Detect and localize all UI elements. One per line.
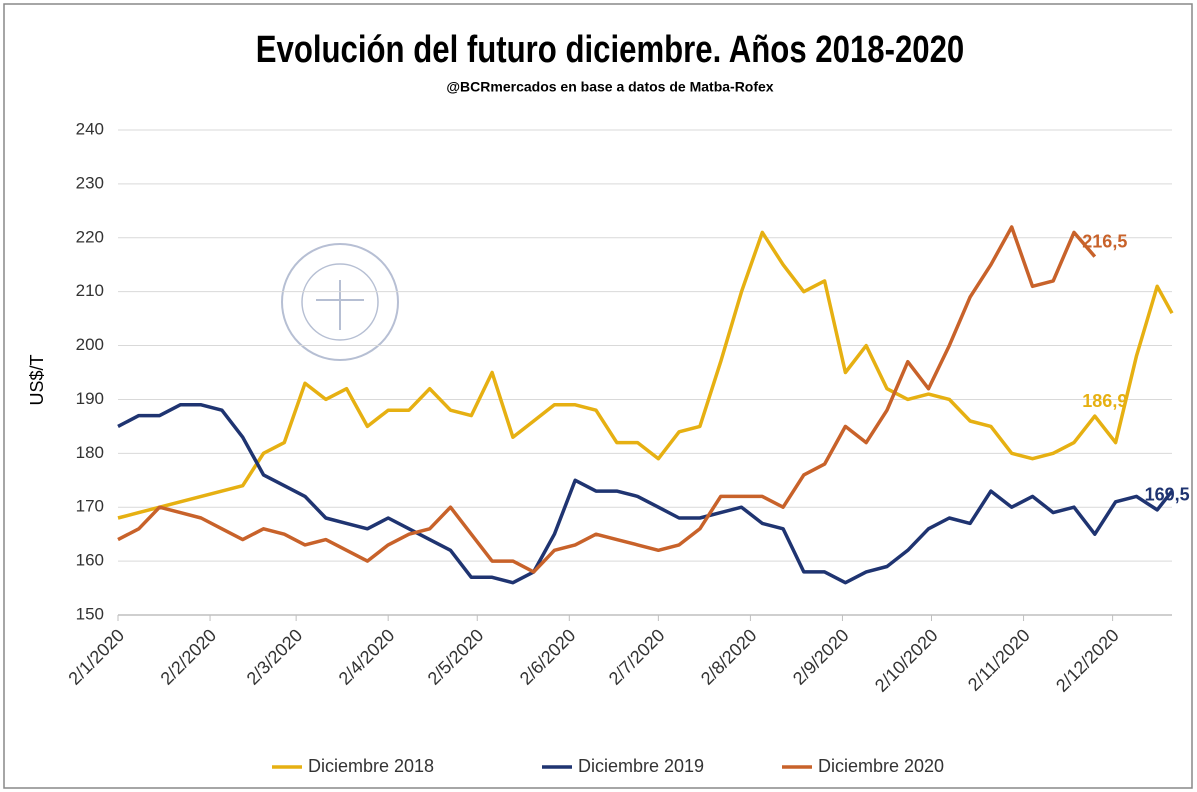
y-axis-label: US$/T <box>27 354 47 405</box>
line-series <box>117 225 1097 574</box>
y-tick-label: 230 <box>76 173 104 192</box>
legend-label: Diciembre 2020 <box>818 756 944 776</box>
line-series <box>117 230 1174 520</box>
y-tick-label: 160 <box>76 551 104 570</box>
y-tick-label: 170 <box>76 497 104 516</box>
y-tick-label: 210 <box>76 281 104 300</box>
logo <box>281 243 399 361</box>
y-tick-label: 190 <box>76 389 104 408</box>
legend-label: Diciembre 2018 <box>308 756 434 776</box>
y-tick-label: 200 <box>76 335 104 354</box>
data-label: 186,9 <box>1082 391 1127 411</box>
data-label: 169,5 <box>1145 485 1190 505</box>
data-label: 216,5 <box>1082 231 1127 251</box>
y-tick-label: 150 <box>76 604 104 623</box>
line-series <box>117 403 1174 585</box>
y-tick-label: 220 <box>76 227 104 246</box>
chart-title: Evolución del futuro diciembre. Años 201… <box>256 29 965 71</box>
frame <box>3 3 1193 789</box>
y-tick-label: 180 <box>76 443 104 462</box>
chart-subtitle: @BCRmercados en base a datos de Matba-Ro… <box>446 79 773 95</box>
legend-label: Diciembre 2019 <box>578 756 704 776</box>
y-tick-label: 240 <box>76 119 104 138</box>
